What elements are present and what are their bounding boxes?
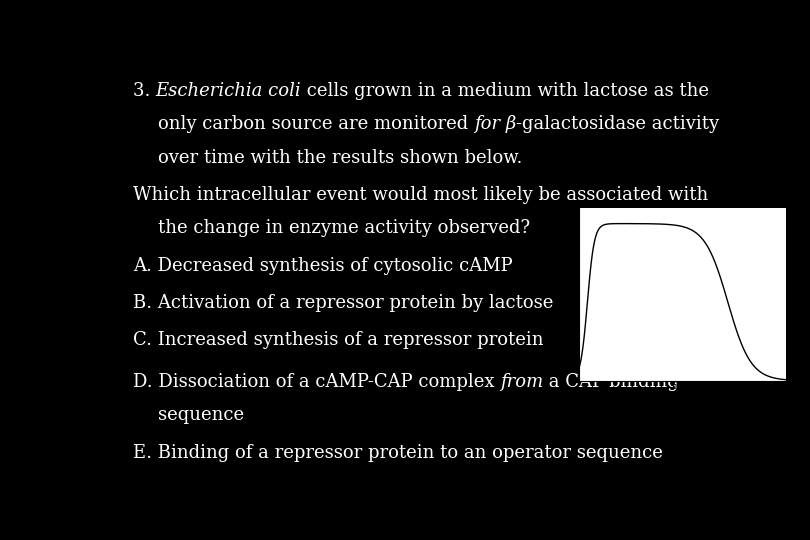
Text: 3.: 3. — [133, 82, 156, 100]
Text: C. Increased synthesis of a repressor protein: C. Increased synthesis of a repressor pr… — [133, 332, 544, 349]
Text: for β: for β — [474, 115, 516, 133]
Text: B. Activation of a repressor protein by lactose: B. Activation of a repressor protein by … — [133, 294, 553, 312]
Text: sequence: sequence — [158, 406, 244, 424]
Text: only carbon source are monitored: only carbon source are monitored — [158, 115, 474, 133]
X-axis label: time: time — [672, 382, 693, 391]
Text: -galactosidase activity: -galactosidase activity — [516, 115, 719, 133]
Text: a CAP-binding: a CAP-binding — [544, 373, 679, 391]
Text: E. Binding of a repressor protein to an operator sequence: E. Binding of a repressor protein to an … — [133, 444, 663, 462]
Text: the change in enzyme activity observed?: the change in enzyme activity observed? — [158, 219, 530, 237]
Text: from: from — [500, 373, 544, 391]
Text: A. Decreased synthesis of cytosolic cAMP: A. Decreased synthesis of cytosolic cAMP — [133, 256, 512, 275]
Y-axis label: β-galactosidase activity: β-galactosidase activity — [567, 248, 577, 340]
Text: cells grown in a medium with lactose as the: cells grown in a medium with lactose as … — [301, 82, 710, 100]
Text: Which intracellular event would most likely be associated with: Which intracellular event would most lik… — [133, 186, 708, 204]
Text: D. Dissociation of a cAMP-CAP complex: D. Dissociation of a cAMP-CAP complex — [133, 373, 500, 391]
Text: over time with the results shown below.: over time with the results shown below. — [158, 148, 522, 166]
Text: Escherichia coli: Escherichia coli — [156, 82, 301, 100]
